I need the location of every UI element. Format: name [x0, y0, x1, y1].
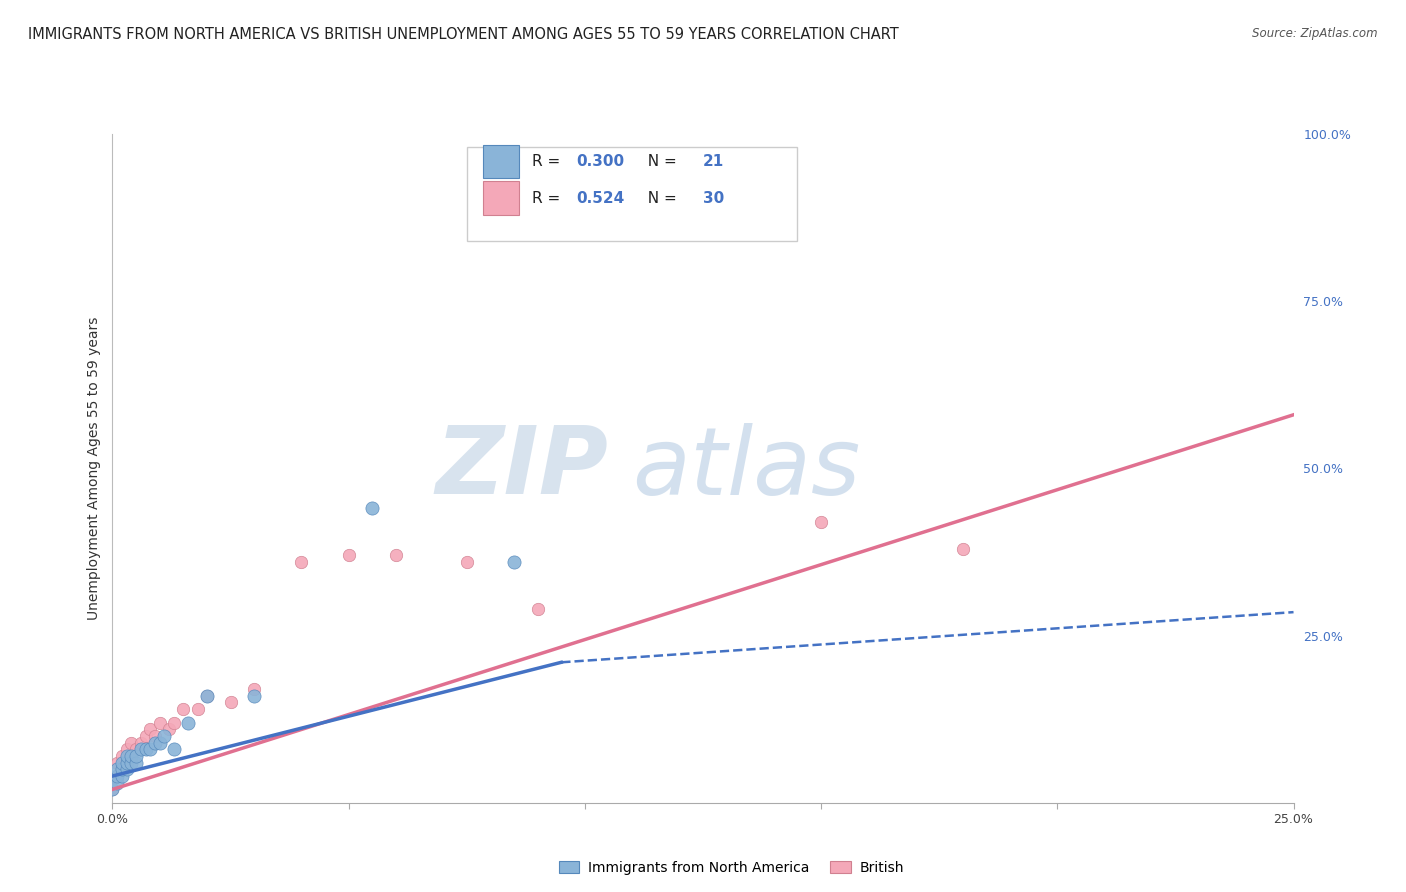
- Text: N =: N =: [638, 153, 682, 169]
- Point: [195, 689, 218, 703]
- Point: [186, 702, 208, 716]
- Point: [125, 742, 148, 756]
- Text: 30: 30: [703, 191, 724, 205]
- Point: [503, 555, 526, 569]
- Point: [101, 782, 124, 797]
- Text: atlas: atlas: [633, 423, 860, 514]
- Point: [129, 742, 152, 756]
- Point: [105, 769, 128, 783]
- Point: [101, 782, 124, 797]
- Point: [163, 742, 186, 756]
- Point: [115, 742, 138, 756]
- Point: [143, 735, 166, 749]
- Point: [219, 696, 242, 710]
- Point: [120, 749, 142, 764]
- Text: 0.524: 0.524: [576, 191, 624, 205]
- Point: [135, 742, 157, 756]
- Point: [111, 756, 134, 770]
- Point: [111, 749, 134, 764]
- FancyBboxPatch shape: [467, 147, 797, 241]
- Text: ZIP: ZIP: [436, 422, 609, 515]
- Point: [139, 742, 162, 756]
- Point: [153, 729, 176, 743]
- Point: [163, 715, 186, 730]
- Text: R =: R =: [531, 153, 565, 169]
- Point: [456, 555, 478, 569]
- Point: [115, 756, 138, 770]
- Point: [243, 689, 266, 703]
- Point: [111, 762, 134, 776]
- Point: [195, 689, 218, 703]
- Point: [115, 762, 138, 776]
- FancyBboxPatch shape: [484, 181, 519, 215]
- Text: IMMIGRANTS FROM NORTH AMERICA VS BRITISH UNEMPLOYMENT AMONG AGES 55 TO 59 YEARS : IMMIGRANTS FROM NORTH AMERICA VS BRITISH…: [28, 27, 898, 42]
- Point: [526, 602, 548, 616]
- Point: [526, 147, 548, 161]
- Point: [125, 756, 148, 770]
- Point: [129, 735, 152, 749]
- Point: [385, 548, 408, 563]
- Text: R =: R =: [531, 191, 565, 205]
- Point: [120, 749, 142, 764]
- Text: 21: 21: [703, 153, 724, 169]
- Text: N =: N =: [638, 191, 682, 205]
- Text: Source: ZipAtlas.com: Source: ZipAtlas.com: [1253, 27, 1378, 40]
- Point: [115, 756, 138, 770]
- Point: [120, 756, 142, 770]
- Point: [810, 515, 832, 529]
- Point: [361, 501, 384, 516]
- Y-axis label: Unemployment Among Ages 55 to 59 years: Unemployment Among Ages 55 to 59 years: [87, 317, 101, 620]
- Point: [149, 735, 172, 749]
- Legend: Immigrants from North America, British: Immigrants from North America, British: [553, 855, 910, 880]
- Point: [139, 723, 162, 737]
- Point: [952, 541, 974, 556]
- Point: [157, 723, 180, 737]
- Point: [120, 735, 142, 749]
- Point: [105, 769, 128, 783]
- Point: [111, 762, 134, 776]
- Point: [337, 548, 360, 563]
- Point: [105, 762, 128, 776]
- Point: [115, 749, 138, 764]
- Point: [111, 769, 134, 783]
- Point: [149, 715, 172, 730]
- Point: [172, 702, 194, 716]
- Point: [177, 715, 200, 730]
- Point: [105, 756, 128, 770]
- Point: [290, 555, 312, 569]
- Point: [125, 749, 148, 764]
- Text: 0.300: 0.300: [576, 153, 624, 169]
- Point: [243, 681, 266, 696]
- FancyBboxPatch shape: [484, 145, 519, 178]
- Point: [105, 775, 128, 790]
- Point: [143, 729, 166, 743]
- Point: [135, 729, 157, 743]
